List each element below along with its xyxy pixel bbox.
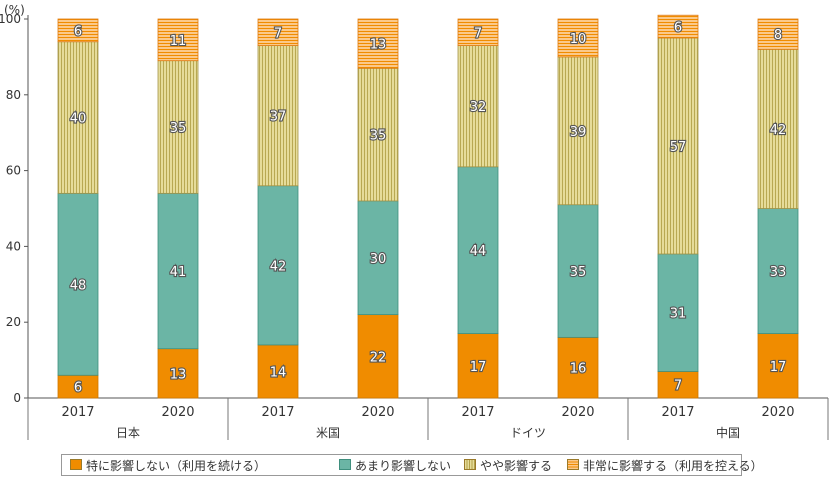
bar-segment — [157, 192, 199, 350]
group-label: 日本 — [116, 426, 140, 440]
bar-segment — [557, 18, 599, 58]
data-label: 39 — [570, 125, 587, 140]
data-label: 42 — [270, 259, 287, 274]
legend-swatch-icon — [70, 459, 82, 470]
bar-segment — [457, 45, 499, 168]
data-label: 30 — [370, 252, 387, 267]
data-label: 8 — [774, 28, 782, 43]
data-label: 37 — [270, 110, 287, 125]
group-label: 米国 — [316, 426, 340, 440]
legend: 特に影響しない（利用を続ける） あまり影響しない やや影響する 非常に影響する（… — [61, 454, 763, 476]
year-label: 2020 — [361, 405, 394, 420]
bar-segment — [57, 18, 99, 43]
bar-segment — [557, 204, 599, 338]
data-label: 35 — [170, 121, 187, 136]
data-label: 7 — [474, 26, 482, 41]
data-label: 44 — [470, 244, 487, 259]
data-label: 33 — [770, 265, 787, 280]
data-label: 31 — [670, 307, 687, 322]
data-label: 11 — [170, 34, 187, 49]
bar-segment — [757, 333, 799, 399]
bar-segment — [57, 41, 99, 194]
x-axis-labels: 日本 2017 2020 米国 2017 2020 ドイツ 2017 2020 中国 2017 202… — [27, 398, 829, 440]
legend-swatch-icon — [567, 459, 579, 470]
axes: 0 20 40 60 80 100 — [0, 12, 828, 405]
data-label: 10 — [570, 32, 587, 47]
year-label: 2017 — [661, 405, 694, 420]
data-label: 35 — [370, 129, 387, 144]
data-label: 17 — [770, 360, 787, 375]
data-label: 40 — [70, 112, 87, 127]
bar-segment — [757, 18, 799, 50]
data-label: 48 — [70, 278, 87, 293]
legend-label: あまり影響しない — [355, 459, 452, 473]
data-label: 7 — [674, 379, 682, 394]
bar-segment — [157, 348, 199, 399]
y-tick-label: 60 — [6, 164, 21, 178]
bar-segment — [657, 371, 699, 399]
bar-segment — [457, 333, 499, 399]
bar-segment — [257, 45, 299, 187]
y-tick-label: 80 — [6, 88, 21, 102]
bar-segment — [357, 314, 399, 399]
year-label: 2017 — [61, 405, 94, 420]
data-label: 42 — [770, 123, 787, 138]
bar-segment — [757, 208, 799, 334]
bar-segment — [157, 60, 199, 194]
data-label: 6 — [74, 381, 82, 396]
legend-label: やや影響する — [480, 459, 553, 473]
bar-segment — [557, 56, 599, 206]
data-label: 6 — [674, 21, 682, 36]
year-label: 2017 — [461, 405, 494, 420]
bar-segment — [257, 18, 299, 46]
bars: 6 48 40 6 13 41 35 11 14 42 37 7 22 30 35 13 17 44 32 7 16 35… — [57, 14, 799, 399]
data-label: 17 — [470, 360, 487, 375]
group-label: ドイツ — [510, 426, 546, 440]
data-label: 13 — [370, 38, 387, 53]
data-label: 16 — [570, 362, 587, 377]
bar-segment — [357, 67, 399, 202]
bar-segment — [357, 200, 399, 316]
bar-segment — [257, 185, 299, 346]
unit-label: (%) — [4, 3, 25, 17]
bar-segment — [357, 18, 399, 69]
y-tick-label: 40 — [6, 239, 21, 253]
data-label: 13 — [170, 367, 187, 382]
data-label: 35 — [570, 265, 587, 280]
y-tick-label: 0 — [13, 391, 21, 405]
data-label: 41 — [170, 265, 187, 280]
group-label: 中国 — [716, 425, 740, 440]
bar-segment — [557, 336, 599, 399]
y-tick-label: 100 — [0, 12, 21, 26]
bar-segment — [457, 18, 499, 46]
data-label: 32 — [470, 100, 487, 115]
bar-segment — [257, 344, 299, 399]
bar-segment — [657, 14, 699, 39]
year-label: 2020 — [161, 405, 194, 420]
year-label: 2020 — [561, 405, 594, 420]
year-label: 2020 — [761, 405, 794, 420]
y-tick-label: 20 — [6, 315, 21, 329]
data-label: 7 — [274, 26, 282, 41]
bar-segment — [757, 48, 799, 209]
bar-segment — [457, 166, 499, 334]
year-label: 2017 — [261, 405, 294, 420]
data-label: 57 — [670, 140, 687, 155]
legend-label: 非常に影響する（利用を控える） — [583, 459, 763, 473]
data-label: 6 — [74, 24, 82, 39]
legend-swatch-icon — [339, 459, 351, 470]
bar-segment — [157, 18, 199, 62]
data-label: 22 — [370, 350, 387, 365]
legend-label: 特に影響しない（利用を続ける） — [86, 459, 267, 473]
data-label: 14 — [270, 365, 287, 380]
bar-segment — [57, 192, 99, 376]
legend-swatch-icon — [464, 459, 476, 470]
